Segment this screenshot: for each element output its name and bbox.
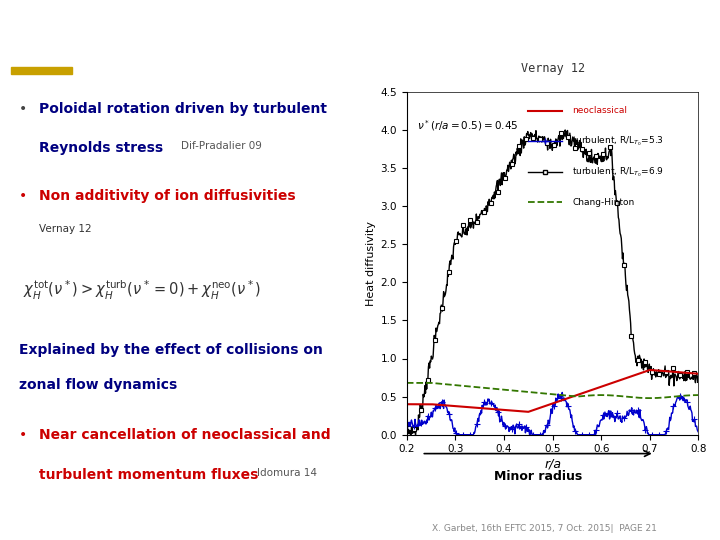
Text: •: •: [19, 428, 27, 442]
Text: X. Garbet, 16th EFTC 2015, 7 Oct. 2015|  PAGE 21: X. Garbet, 16th EFTC 2015, 7 Oct. 2015| …: [432, 524, 657, 532]
Text: turbulent, R/L$_{T_0}$=5.3: turbulent, R/L$_{T_0}$=5.3: [572, 134, 664, 148]
Text: $\chi_H^{\rm tot}(\nu^*) > \chi_H^{\rm turb}(\nu^* = 0) + \chi_H^{\rm neo}(\nu^*: $\chi_H^{\rm tot}(\nu^*) > \chi_H^{\rm t…: [23, 279, 261, 302]
Text: $\nu^*(r/a=0.5)=0.45$: $\nu^*(r/a=0.5)=0.45$: [416, 118, 518, 133]
Text: neoclassical: neoclassical: [572, 106, 627, 116]
Text: Some examples of synergies between turbulence: Some examples of synergies between turbu…: [118, 19, 602, 38]
Y-axis label: Heat diffusivity: Heat diffusivity: [366, 221, 377, 306]
X-axis label: r/a: r/a: [544, 457, 561, 470]
Text: Poloidal rotation driven by turbulent: Poloidal rotation driven by turbulent: [39, 102, 327, 116]
Text: Vernay 12: Vernay 12: [521, 62, 585, 75]
Text: Explained by the effect of collisions on: Explained by the effect of collisions on: [19, 343, 323, 357]
Text: zonal flow dynamics: zonal flow dynamics: [19, 379, 177, 392]
Text: and collisions: and collisions: [293, 51, 427, 69]
Text: Chang-Hinton: Chang-Hinton: [572, 198, 634, 207]
Text: Reynolds stress: Reynolds stress: [39, 141, 163, 156]
Text: cea: cea: [22, 16, 65, 36]
Text: Vernay 12: Vernay 12: [39, 225, 91, 234]
Text: turbulent momentum fluxes: turbulent momentum fluxes: [39, 468, 258, 482]
Text: Non additivity of ion diffusivities: Non additivity of ion diffusivities: [39, 189, 295, 203]
Text: Minor radius: Minor radius: [494, 470, 582, 483]
Bar: [11, 66, 72, 75]
Text: •: •: [19, 102, 27, 116]
Text: Near cancellation of neoclassical and: Near cancellation of neoclassical and: [39, 428, 330, 442]
Text: Idomura 14: Idomura 14: [257, 468, 317, 478]
Text: Dif-Pradalier 09: Dif-Pradalier 09: [181, 141, 262, 151]
Text: •: •: [19, 189, 27, 203]
Text: turbulent, R/L$_{T_0}$=6.9: turbulent, R/L$_{T_0}$=6.9: [572, 165, 664, 179]
